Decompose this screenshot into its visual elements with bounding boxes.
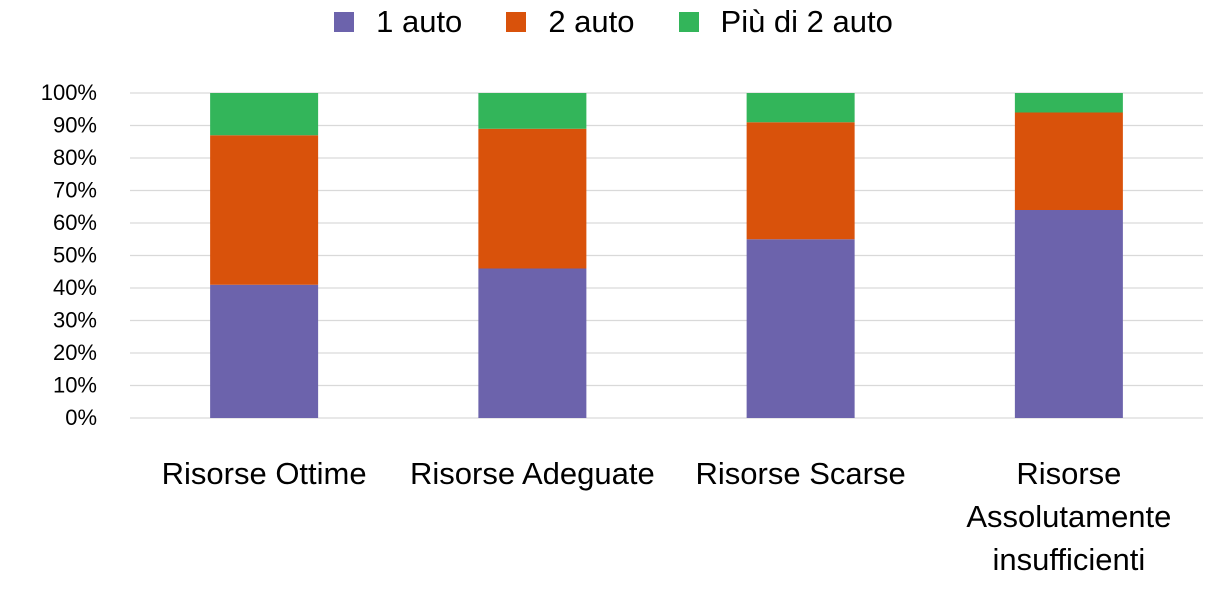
legend-swatch bbox=[506, 12, 527, 32]
bar-segment bbox=[210, 93, 319, 136]
bar-segment bbox=[478, 93, 587, 129]
legend-swatch bbox=[334, 12, 355, 32]
bar-segment bbox=[1014, 112, 1123, 210]
y-tick-label: 90% bbox=[53, 112, 97, 137]
y-tick-label: 40% bbox=[53, 275, 97, 300]
y-tick-label: 10% bbox=[53, 372, 97, 397]
bar-segment bbox=[1014, 210, 1123, 418]
x-tick-label: Risorse Adeguate bbox=[410, 456, 655, 491]
bar-segment bbox=[210, 135, 319, 285]
legend: 1 auto 2 auto Più di 2 auto bbox=[0, 4, 1227, 40]
bar-segment bbox=[478, 268, 587, 418]
x-tick-label: Risorse Scarse bbox=[695, 456, 906, 491]
legend-swatch bbox=[678, 12, 699, 32]
x-tick-label: Risorse Assolutamente insufficienti bbox=[966, 456, 1172, 577]
bar-segment bbox=[1014, 93, 1123, 113]
y-tick-label: 60% bbox=[53, 210, 97, 235]
x-tick-label: Risorse Ottime bbox=[161, 456, 367, 491]
y-tick-label: 0% bbox=[65, 405, 97, 430]
y-tick-label: 20% bbox=[53, 340, 97, 365]
legend-label: Più di 2 auto bbox=[720, 4, 893, 39]
y-tick-label: 50% bbox=[53, 242, 97, 267]
bar-segment bbox=[746, 122, 855, 240]
legend-label: 1 auto bbox=[376, 4, 463, 39]
y-tick-label: 70% bbox=[53, 177, 97, 202]
y-tick-label: 80% bbox=[53, 145, 97, 170]
legend-item: 1 auto bbox=[334, 4, 462, 40]
bar-segment bbox=[746, 93, 855, 123]
bar-segment bbox=[746, 239, 855, 418]
y-tick-label: 100% bbox=[41, 80, 97, 105]
legend-item: Più di 2 auto bbox=[678, 4, 893, 40]
legend-label: 2 auto bbox=[548, 4, 635, 39]
y-tick-label: 30% bbox=[53, 307, 97, 332]
bar-segment bbox=[478, 128, 587, 269]
bar-segment bbox=[210, 284, 319, 418]
legend-item: 2 auto bbox=[506, 4, 635, 40]
